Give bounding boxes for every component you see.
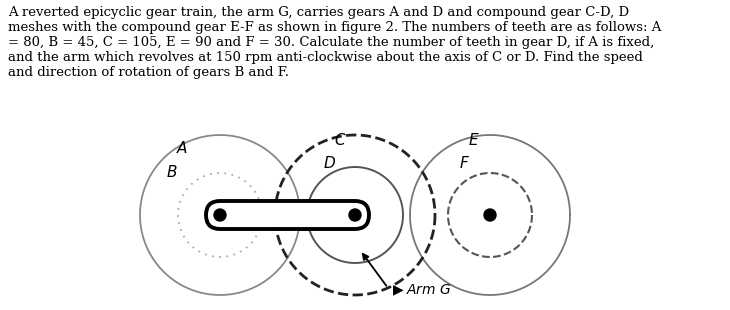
Text: $A$: $A$: [176, 140, 188, 156]
Circle shape: [214, 209, 226, 221]
Circle shape: [484, 209, 496, 221]
Text: $C$: $C$: [334, 132, 346, 148]
Text: $F$: $F$: [458, 155, 469, 171]
Text: $E$: $E$: [468, 132, 480, 148]
Text: $\blacktriangleright$$Arm\ G$: $\blacktriangleright$$Arm\ G$: [390, 282, 451, 298]
Text: A reverted epicyclic gear train, the arm G, carries gears A and D and compound g: A reverted epicyclic gear train, the arm…: [8, 6, 661, 79]
Text: $D$: $D$: [323, 155, 337, 171]
Text: $B$: $B$: [166, 164, 178, 180]
Circle shape: [349, 209, 361, 221]
FancyBboxPatch shape: [206, 201, 369, 229]
